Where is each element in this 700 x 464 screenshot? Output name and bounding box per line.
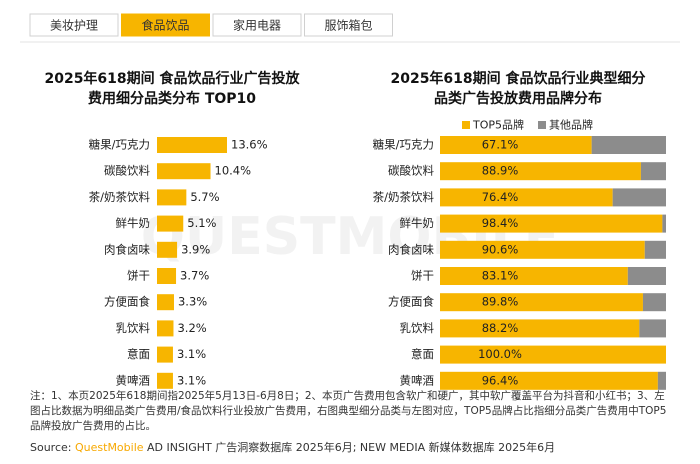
category-label: 茶/奶茶饮料 bbox=[89, 190, 151, 204]
value-label: 3.3% bbox=[178, 295, 207, 309]
bar bbox=[157, 137, 227, 153]
legend-swatch bbox=[462, 121, 470, 129]
tab[interactable] bbox=[121, 13, 210, 37]
value-label: 3.7% bbox=[180, 269, 209, 283]
value-label: 5.7% bbox=[190, 190, 219, 204]
bar bbox=[157, 372, 173, 389]
bar-segment bbox=[642, 293, 666, 312]
category-label: 肉食卤味 bbox=[104, 242, 150, 256]
bar bbox=[157, 294, 174, 311]
bar-segment bbox=[662, 214, 666, 233]
category-label: 糖果/巧克力 bbox=[89, 138, 150, 152]
tab-label[interactable]: 食品饮品 bbox=[141, 18, 189, 33]
source-brand: QuestMobile bbox=[75, 441, 144, 454]
value-label: 96.4% bbox=[482, 373, 519, 387]
value-label: 98.4% bbox=[482, 216, 519, 230]
footnote: 注：1、本页2025年618期间指2025年5月13日-6月8日；2、本页广告费… bbox=[30, 390, 667, 432]
bar-segment bbox=[440, 293, 643, 312]
chart-title: 费用细分品类分布 TOP10 bbox=[88, 90, 256, 107]
bar-segment bbox=[440, 136, 592, 154]
value-label: 88.9% bbox=[482, 164, 519, 178]
value-label: 89.8% bbox=[482, 295, 519, 309]
bar-segment bbox=[440, 345, 666, 364]
bar-segment bbox=[440, 267, 628, 285]
bar-segment bbox=[440, 162, 641, 181]
bar bbox=[157, 241, 178, 258]
bar-segment bbox=[440, 371, 658, 390]
legend-label: TOP5品牌 bbox=[472, 118, 524, 132]
bar-segment bbox=[627, 267, 666, 285]
bar-segment bbox=[440, 319, 640, 338]
bar-segment bbox=[440, 214, 663, 233]
value-label: 83.1% bbox=[482, 269, 519, 283]
tab[interactable] bbox=[29, 13, 119, 37]
category-label: 意面 bbox=[127, 347, 150, 361]
category-label: 饼干 bbox=[411, 269, 434, 283]
chart-title: 2025年618期间 食品饮品行业典型细分 bbox=[390, 70, 645, 87]
category-label: 方便面食 bbox=[104, 295, 150, 309]
value-label: 5.1% bbox=[187, 216, 216, 230]
category-label: 鲜牛奶 bbox=[116, 216, 151, 230]
category-label: 意面 bbox=[411, 347, 434, 361]
value-label: 10.4% bbox=[215, 164, 252, 178]
bar-segment bbox=[591, 136, 666, 154]
category-label: 鲜牛奶 bbox=[400, 216, 435, 230]
tab[interactable] bbox=[304, 13, 393, 37]
bar-segment bbox=[639, 319, 666, 338]
source: Source: QuestMobile AD INSIGHT 广告洞察数据库 2… bbox=[30, 439, 555, 455]
tab-label[interactable]: 家用电器 bbox=[233, 18, 281, 33]
value-label: 3.1% bbox=[177, 347, 206, 361]
chart-title: 2025年618期间 食品饮品行业广告投放 bbox=[44, 70, 300, 87]
tab[interactable] bbox=[212, 13, 302, 37]
category-label: 碳酸饮料 bbox=[388, 164, 434, 178]
tab-label[interactable]: 美妆护理 bbox=[50, 19, 98, 33]
value-label: 3.9% bbox=[181, 242, 210, 256]
value-label: 3.1% bbox=[177, 373, 206, 387]
bar-segment bbox=[440, 240, 645, 259]
bar-segment bbox=[612, 188, 666, 207]
value-label: 88.2% bbox=[482, 321, 519, 335]
category-label: 黄啤酒 bbox=[400, 373, 435, 387]
tab-label[interactable]: 服饰箱包 bbox=[324, 18, 372, 33]
legend-label: 其他品牌 bbox=[549, 118, 593, 132]
bar bbox=[157, 268, 177, 284]
category-label: 糖果/巧克力 bbox=[373, 138, 434, 152]
category-label: 黄啤酒 bbox=[116, 373, 151, 387]
category-label: 茶/奶茶饮料 bbox=[373, 190, 435, 204]
bar bbox=[157, 163, 211, 180]
category-label: 碳酸饮料 bbox=[104, 164, 150, 178]
value-label: 3.2% bbox=[177, 321, 206, 335]
bar-segment bbox=[440, 188, 613, 207]
category-label: 饼干 bbox=[127, 269, 150, 283]
value-label: 100.0% bbox=[478, 347, 522, 361]
value-label: 13.6% bbox=[231, 138, 268, 152]
bar-segment bbox=[644, 240, 666, 259]
category-label: 肉食卤味 bbox=[388, 242, 434, 256]
bar bbox=[157, 320, 174, 337]
bar bbox=[157, 189, 187, 206]
source-text: AD INSIGHT 广告洞察数据库 2025年6月; NEW MEDIA 新媒… bbox=[147, 441, 556, 454]
bar-segment bbox=[657, 371, 666, 390]
category-label: 方便面食 bbox=[388, 295, 434, 309]
value-label: 76.4% bbox=[482, 190, 519, 204]
legend-swatch bbox=[538, 121, 546, 129]
category-label: 乳饮料 bbox=[400, 321, 435, 335]
chart-title: 品类广告投放费用品牌分布 bbox=[434, 90, 602, 107]
bar bbox=[157, 346, 173, 363]
source-label: Source: bbox=[30, 441, 72, 454]
value-label: 67.1% bbox=[482, 138, 519, 152]
bar bbox=[157, 215, 184, 232]
bar-segment bbox=[640, 162, 666, 181]
value-label: 90.6% bbox=[482, 242, 519, 256]
category-label: 乳饮料 bbox=[116, 321, 151, 335]
